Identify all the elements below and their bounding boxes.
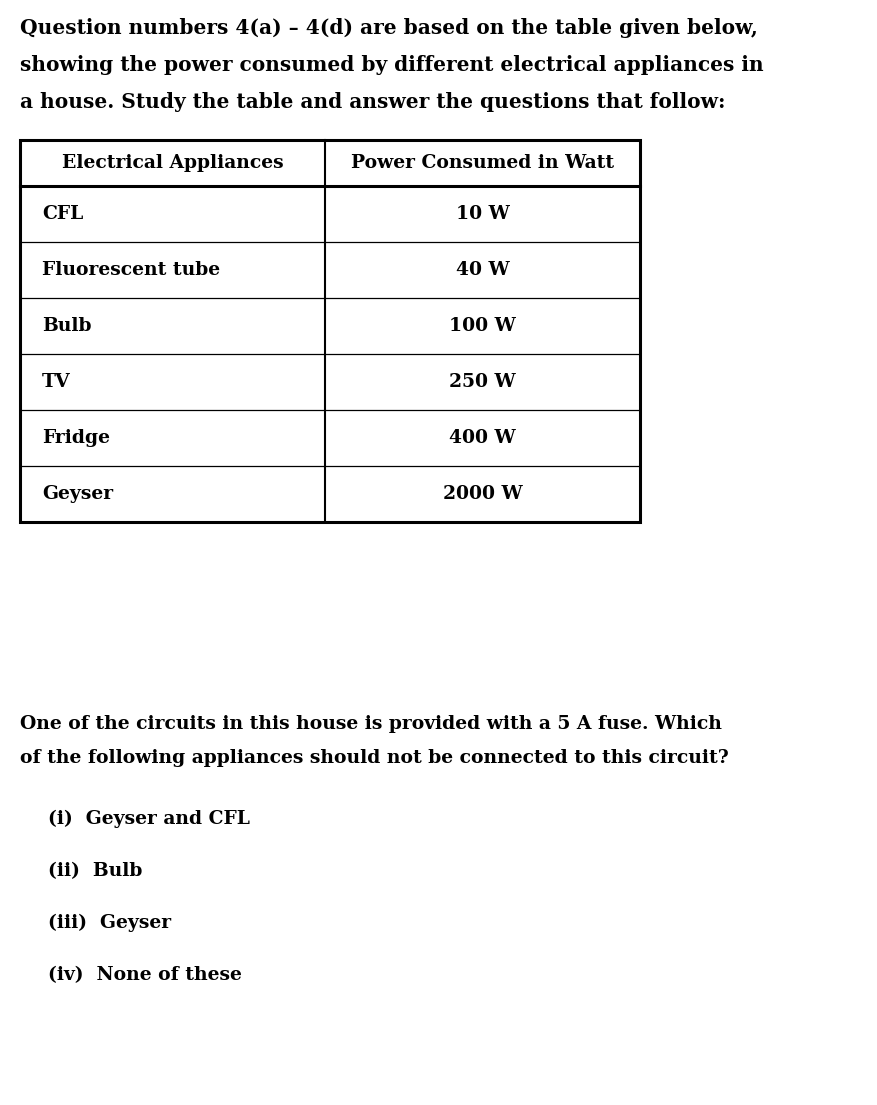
Text: a house. Study the table and answer the questions that follow:: a house. Study the table and answer the …	[20, 92, 725, 112]
Bar	[20, 140, 640, 522]
Text: One of the circuits in this house is provided with a 5 A fuse. Which: One of the circuits in this house is pro…	[20, 715, 722, 733]
Text: (iv)  None of these: (iv) None of these	[48, 966, 242, 983]
Text: Power Consumed in Watt: Power Consumed in Watt	[351, 154, 614, 172]
Text: 2000 W: 2000 W	[443, 485, 523, 503]
Text: 10 W: 10 W	[456, 206, 510, 223]
Text: Bulb: Bulb	[42, 317, 91, 335]
Text: Fridge: Fridge	[42, 429, 110, 448]
Text: (ii)  Bulb: (ii) Bulb	[48, 862, 142, 880]
Text: CFL: CFL	[42, 206, 83, 223]
Text: Question numbers 4(a) – 4(d) are based on the table given below,: Question numbers 4(a) – 4(d) are based o…	[20, 18, 758, 38]
Text: 40 W: 40 W	[456, 261, 510, 278]
Text: (iii)  Geyser: (iii) Geyser	[48, 914, 171, 933]
Text: (i)  Geyser and CFL: (i) Geyser and CFL	[48, 810, 250, 829]
Text: TV: TV	[42, 373, 71, 391]
Text: of the following appliances should not be connected to this circuit?: of the following appliances should not b…	[20, 749, 729, 767]
Text: Electrical Appliances: Electrical Appliances	[61, 154, 283, 172]
Text: 250 W: 250 W	[449, 373, 516, 391]
Text: 100 W: 100 W	[449, 317, 516, 335]
Text: showing the power consumed by different electrical appliances in: showing the power consumed by different …	[20, 55, 764, 75]
Text: 400 W: 400 W	[449, 429, 516, 448]
Text: Geyser: Geyser	[42, 485, 113, 503]
Text: Fluorescent tube: Fluorescent tube	[42, 261, 220, 278]
